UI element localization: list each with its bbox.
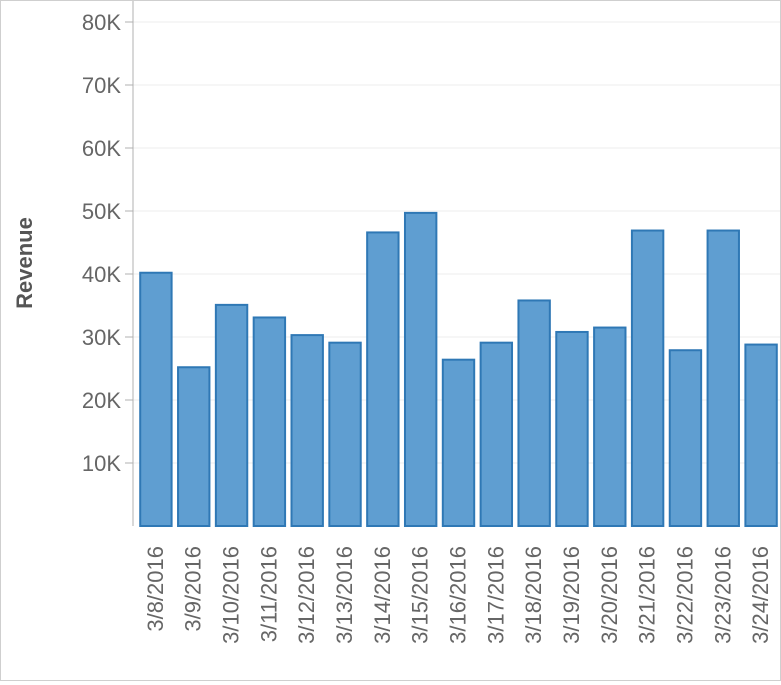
y-tick-label: 70K <box>82 73 121 98</box>
x-tick-labels: 3/8/2016 3/9/2016 3/10/2016 3/11/2016 3/12/2… <box>143 546 773 644</box>
x-tick-label: 3/20/2016 <box>597 546 622 644</box>
bar <box>139 271 173 527</box>
bar <box>403 211 438 527</box>
y-tick-label: 40K <box>82 262 121 287</box>
x-tick-label: 3/24/2016 <box>748 546 773 644</box>
bar <box>593 326 627 527</box>
x-tick-label: 3/10/2016 <box>219 546 244 644</box>
x-tick-label: 3/12/2016 <box>294 546 319 644</box>
bar <box>366 231 400 527</box>
y-tick-label: 20K <box>82 388 121 413</box>
bar <box>744 343 778 527</box>
bar <box>668 349 703 528</box>
x-tick-label: 3/11/2016 <box>256 546 281 642</box>
x-tick-label: 3/23/2016 <box>710 546 735 644</box>
bar <box>555 330 589 527</box>
bar <box>290 334 324 527</box>
y-tick-label: 10K <box>82 451 121 476</box>
x-tick-label: 3/22/2016 <box>672 546 697 644</box>
y-tick-label: 80K <box>82 10 121 35</box>
x-tick-label: 3/15/2016 <box>408 546 433 644</box>
bar <box>479 341 514 528</box>
y-axis-title: Revenue <box>12 217 37 309</box>
x-tick-label: 3/13/2016 <box>332 546 357 644</box>
x-tick-label: 3/17/2016 <box>483 546 508 644</box>
x-tick-label: 3/9/2016 <box>181 546 206 632</box>
x-tick-label: 3/19/2016 <box>559 546 584 644</box>
bar <box>328 341 362 528</box>
x-tick-label: 3/16/2016 <box>446 546 471 644</box>
x-tick-label: 3/14/2016 <box>370 546 395 644</box>
bar <box>177 366 211 527</box>
y-tick-label: 30K <box>82 325 121 350</box>
y-tick-labels: 10K 20K 30K 40K 50K 60K 70K 80K <box>82 10 121 476</box>
y-tick-label: 60K <box>82 136 121 161</box>
y-tick-label: 50K <box>82 199 121 224</box>
x-tick-label: 3/21/2016 <box>635 546 660 644</box>
bar <box>517 299 551 527</box>
bar <box>441 358 476 527</box>
bar <box>252 316 287 527</box>
bar <box>214 303 249 527</box>
x-tick-label: 3/8/2016 <box>143 546 168 632</box>
bar <box>630 229 665 527</box>
x-tick-label: 3/18/2016 <box>521 546 546 644</box>
bars <box>139 211 778 528</box>
bar <box>706 229 740 527</box>
